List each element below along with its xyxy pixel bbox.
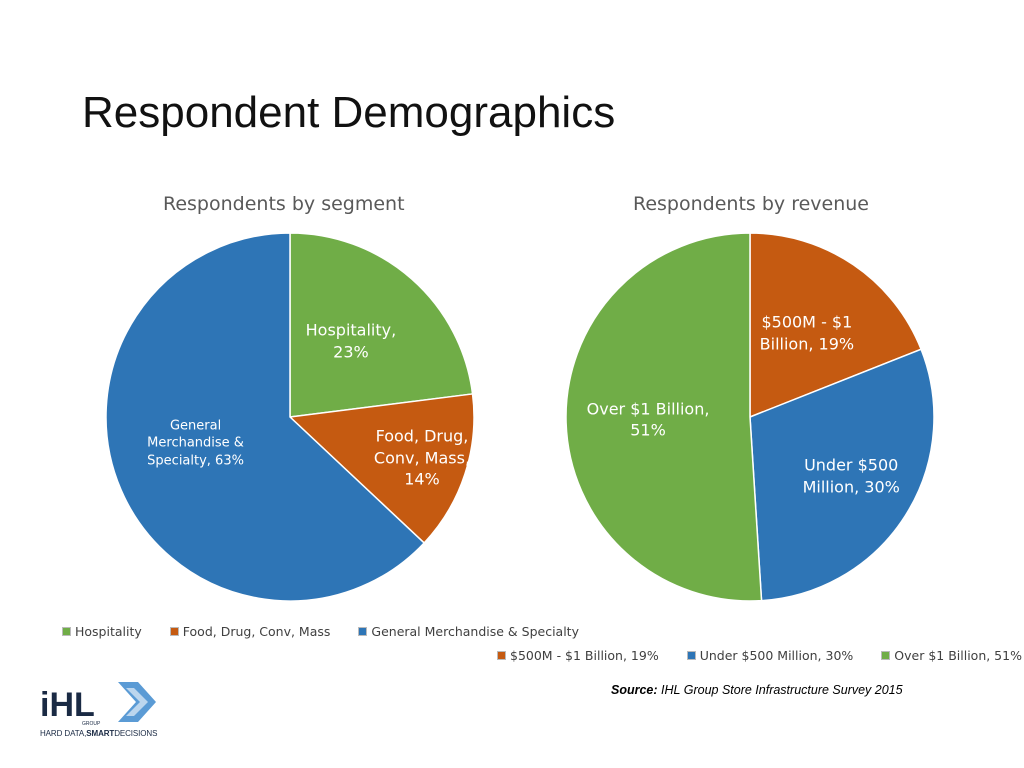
pie-slice-label-line-0-1-0: Food, Drug, (375, 426, 469, 446)
chart-title-revenue: Respondents by revenue (633, 193, 869, 215)
logo-chevron-icon (118, 682, 156, 722)
legend-swatch-1-1 (686, 651, 696, 660)
legend-label-0-0: Hospitality (75, 624, 142, 639)
logo-tagline-a: HARD DATA, (40, 729, 87, 738)
legend-swatch-0-1 (169, 627, 179, 636)
legend-item-1-1: Under $500 Million, 30% (686, 648, 854, 663)
logo-tagline-c: DECISIONS (114, 729, 158, 738)
pie-slice-label-1-0: $500M - $1 Billion, 19% (760, 312, 854, 355)
pie-slice-0-1 (288, 393, 475, 545)
legend-label-0-1: Food, Drug, Conv, Mass (182, 624, 331, 639)
legend-item-1-0: $500M - $1 Billion, 19% (497, 648, 659, 663)
pie-slice-label-line-0-0-1: 23% (333, 342, 369, 362)
legend-item-1-2: Over $1 Billion, 51% (881, 648, 1022, 663)
pie-slice-label-line-0-2-1: Merchandise & (147, 435, 244, 451)
pie-slice-label-1-1: Under $500 Million, 30% (803, 455, 900, 498)
legend-swatch-1-2 (881, 651, 891, 660)
legend-swatch-1-0 (497, 651, 506, 660)
pie-slice-0-2 (105, 232, 426, 602)
legend-swatch-0-0 (62, 627, 71, 636)
pie-slice-label-line-1-2-1: 51% (630, 420, 666, 440)
pie-slice-label-line-0-2-2: Specialty, 63% (147, 453, 244, 469)
legend-item-0-2: General Merchandise & Specialty (358, 624, 579, 639)
logo-tagline: HARD DATA,SMARTDECISIONS (40, 729, 157, 738)
logo-text: iHL (40, 686, 95, 724)
source-note: Source: IHL Group Store Infrastructure S… (611, 683, 903, 697)
pie-slice-label-0-1: Food, Drug, Conv, Mass, 14% (374, 426, 470, 491)
legend-label-1-2: Over $1 Billion, 51% (894, 648, 1022, 663)
pie-slice-label-line-0-1-2: 14% (404, 469, 440, 489)
pie-slice-label-line-0-2-0: General (169, 418, 222, 434)
pie-slice-label-line-0-1-1: Conv, Mass, (373, 448, 471, 468)
pie-slice-1-0 (749, 232, 923, 419)
legend-segment: Hospitality Food, Drug, Conv, Mass General… (62, 624, 607, 639)
legend-label-0-2: General Merchandise & Specialty (371, 624, 579, 639)
source-label: Source: (611, 683, 658, 697)
pie-slice-0-0 (289, 232, 474, 418)
legend-item-0-1: Food, Drug, Conv, Mass (169, 624, 331, 639)
pie-slice-label-0-0: Hospitality, 23% (306, 319, 397, 362)
legend-item-0-0: Hospitality (62, 624, 142, 639)
legend-label-1-1: Under $500 Million, 30% (699, 648, 854, 663)
legend-revenue: $500M - $1 Billion, 19% Under $500 Millio… (497, 648, 1024, 663)
pie-slice-label-line-0-0-0: Hospitality, (305, 320, 397, 340)
logo-chevron-inner-icon (126, 688, 148, 716)
pie-slice-label-line-1-1-1: Million, 30% (802, 477, 900, 497)
pie-slice-label-line-1-1-0: Under $500 (804, 455, 899, 475)
source-text: IHL Group Store Infrastructure Survey 20… (661, 683, 903, 697)
ihl-logo: iHL GROUP (40, 682, 156, 727)
pie-slice-label-line-1-0-1: Billion, 19% (759, 334, 855, 354)
legend-swatch-0-2 (358, 627, 368, 636)
pie-slice-label-line-1-0-0: $500M - $1 (761, 312, 853, 332)
slide-title: Respondent Demographics (82, 88, 616, 137)
pie-slice-1-1 (749, 348, 935, 602)
pie-slice-1-2 (565, 232, 763, 602)
pie-slice-label-1-2: Over $1 Billion, 51% (587, 398, 710, 441)
legend-label-1-0: $500M - $1 Billion, 19% (510, 648, 659, 663)
chart-title-segment: Respondents by segment (163, 193, 405, 215)
pie-slice-label-line-1-2-0: Over $1 Billion, (586, 399, 710, 419)
logo-tagline-b: SMART (86, 729, 115, 738)
logo-small-text: GROUP (82, 721, 101, 727)
pie-slice-label-0-2: General Merchandise & Specialty, 63% (147, 417, 244, 470)
